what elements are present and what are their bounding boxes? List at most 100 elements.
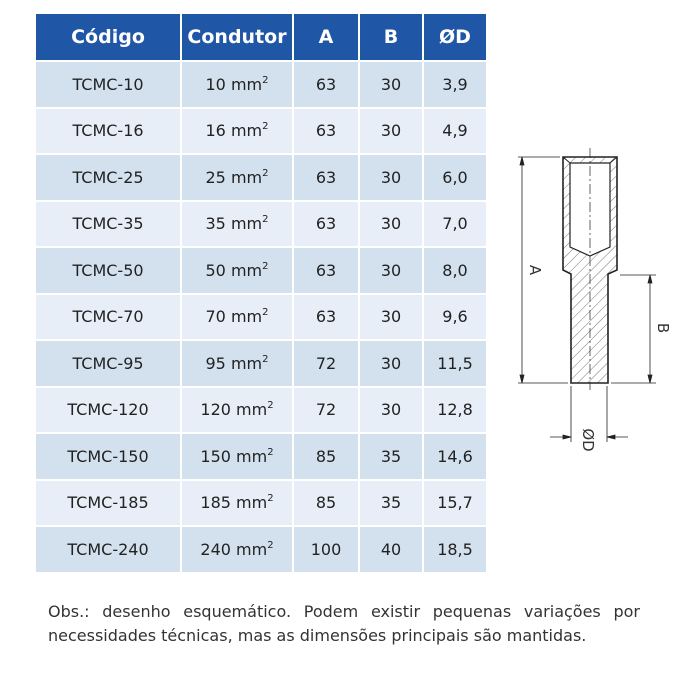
cell-a: 63: [294, 201, 358, 246]
cell-condutor-text: 16 mm: [205, 121, 263, 141]
label-a: A: [526, 265, 544, 276]
cell-condutor-text: 25 mm: [205, 167, 263, 187]
cell-a-text: 63: [315, 260, 337, 280]
unit-superscript: 2: [262, 167, 269, 179]
cell-condutor-text: 240 mm: [200, 539, 268, 559]
cell-d: 7,0: [424, 201, 486, 246]
cell-a-text: 63: [315, 214, 337, 234]
cell-condutor: 70 mm2: [182, 294, 292, 339]
cell-d-text: 15,7: [437, 493, 473, 513]
cell-condutor: 35 mm2: [182, 201, 292, 246]
cell-b-text: 30: [380, 74, 402, 94]
cell-d-text: 11,5: [437, 353, 473, 373]
cell-condutor-text: 185 mm: [200, 493, 268, 513]
cell-d-text: 14,6: [437, 446, 473, 466]
cell-codigo: TCMC-16: [36, 108, 180, 153]
cell-a: 63: [294, 108, 358, 153]
cell-codigo-text: TCMC-35: [72, 214, 144, 234]
cell-d: 18,5: [424, 527, 486, 572]
cell-codigo-text: TCMC-16: [72, 121, 144, 141]
cell-b: 30: [360, 62, 422, 107]
cell-d: 8,0: [424, 248, 486, 293]
dimension-lines: [518, 156, 656, 442]
cell-codigo-text: TCMC-185: [67, 493, 149, 513]
table-row: TCMC-35 35 mm2 63 30 7,0: [36, 201, 486, 246]
cell-b: 30: [360, 341, 422, 386]
cell-codigo-text: TCMC-120: [67, 400, 149, 420]
header-condutor: Condutor: [182, 14, 292, 60]
cell-condutor: 240 mm2: [182, 527, 292, 572]
cell-b-text: 35: [380, 493, 402, 513]
unit-superscript: 2: [262, 74, 269, 86]
cell-a: 63: [294, 155, 358, 200]
unit-superscript: 2: [262, 307, 269, 319]
cell-a-text: 100: [310, 539, 342, 559]
table-row: TCMC-150 150 mm2 85 35 14,6: [36, 434, 486, 479]
cell-a-text: 63: [315, 121, 337, 141]
label-d: ØD: [579, 428, 597, 451]
cell-b: 30: [360, 387, 422, 432]
cell-codigo-text: TCMC-10: [72, 74, 144, 94]
cell-codigo: TCMC-95: [36, 341, 180, 386]
cell-condutor: 25 mm2: [182, 155, 292, 200]
cell-a: 63: [294, 62, 358, 107]
unit-superscript: 2: [262, 260, 269, 272]
cell-condutor: 120 mm2: [182, 387, 292, 432]
cell-b: 30: [360, 155, 422, 200]
table-row: TCMC-50 50 mm2 63 30 8,0: [36, 248, 486, 293]
unit-superscript: 2: [262, 353, 269, 365]
cell-b-text: 30: [380, 400, 402, 420]
cell-b-text: 30: [380, 307, 402, 327]
cell-condutor-text: 120 mm: [200, 400, 268, 420]
cell-d-text: 6,0: [442, 167, 468, 187]
unit-superscript: 2: [262, 121, 269, 133]
table-row: TCMC-185 185 mm2 85 35 15,7: [36, 480, 486, 525]
cell-d-text: 18,5: [437, 539, 473, 559]
cell-condutor: 150 mm2: [182, 434, 292, 479]
cell-condutor-text: 35 mm: [205, 214, 263, 234]
cell-b: 40: [360, 527, 422, 572]
table-row: TCMC-16 16 mm2 63 30 4,9: [36, 108, 486, 153]
cell-codigo-text: TCMC-25: [72, 167, 144, 187]
cell-codigo-text: TCMC-70: [72, 307, 144, 327]
cell-codigo: TCMC-25: [36, 155, 180, 200]
cell-b-text: 40: [380, 539, 402, 559]
cell-condutor-text: 50 mm: [205, 260, 263, 280]
header-a: A: [294, 14, 358, 60]
cell-codigo-text: TCMC-50: [72, 260, 144, 280]
cell-a: 72: [294, 387, 358, 432]
cell-condutor-text: 10 mm: [205, 74, 263, 94]
cell-a: 85: [294, 434, 358, 479]
cell-d: 14,6: [424, 434, 486, 479]
cell-codigo-text: TCMC-150: [67, 446, 149, 466]
cell-b: 35: [360, 480, 422, 525]
header-d: ØD: [424, 14, 486, 60]
cell-d: 12,8: [424, 387, 486, 432]
cell-a-text: 85: [315, 493, 337, 513]
cell-b-text: 30: [380, 167, 402, 187]
table-row: TCMC-120 120 mm2 72 30 12,8: [36, 387, 486, 432]
table-row: TCMC-10 10 mm2 63 30 3,9: [36, 62, 486, 107]
cell-a: 63: [294, 248, 358, 293]
cell-a-text: 63: [315, 74, 337, 94]
cell-a-text: 72: [315, 353, 337, 373]
cell-codigo: TCMC-185: [36, 480, 180, 525]
note-text: Obs.: desenho esquemático. Podem existir…: [48, 602, 640, 645]
unit-superscript: 2: [267, 400, 274, 412]
cell-d-text: 4,9: [442, 121, 468, 141]
cell-b-text: 30: [380, 260, 402, 280]
cell-a: 100: [294, 527, 358, 572]
cell-d: 4,9: [424, 108, 486, 153]
cell-condutor-text: 70 mm: [205, 307, 263, 327]
cell-b: 35: [360, 434, 422, 479]
cell-codigo: TCMC-70: [36, 294, 180, 339]
cell-d-text: 3,9: [442, 74, 468, 94]
unit-superscript: 2: [267, 493, 274, 505]
cell-a-text: 63: [315, 167, 337, 187]
unit-superscript: 2: [267, 446, 274, 458]
table-header: Código Condutor A B ØD: [36, 14, 486, 60]
cell-b: 30: [360, 294, 422, 339]
cell-condutor-text: 150 mm: [200, 446, 268, 466]
cell-condutor: 185 mm2: [182, 480, 292, 525]
